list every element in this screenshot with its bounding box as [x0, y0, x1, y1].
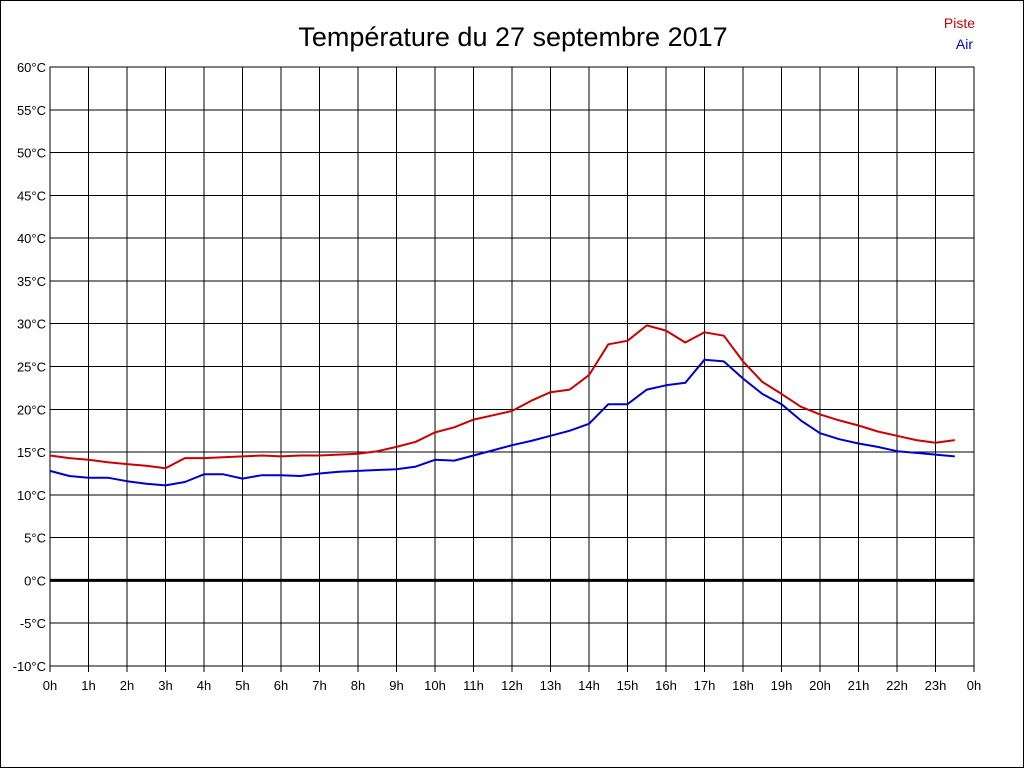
- series-lines: [49, 324, 955, 487]
- x-tick-label: 15h: [617, 678, 639, 693]
- y-tick-label: 50°C: [17, 146, 46, 161]
- x-tick-label: 5h: [235, 678, 249, 693]
- y-tick-label: 30°C: [17, 317, 46, 332]
- series-line-air: [49, 358, 955, 487]
- x-tick-label: 9h: [389, 678, 403, 693]
- x-tick-label: 21h: [848, 678, 870, 693]
- x-tick-label: 17h: [694, 678, 716, 693]
- grid: [49, 66, 975, 667]
- y-tick-label: -10°C: [13, 659, 46, 674]
- x-tick-label: 19h: [771, 678, 793, 693]
- y-tick-label: 15°C: [17, 445, 46, 460]
- x-tick-label: 3h: [158, 678, 172, 693]
- y-tick-label: 40°C: [17, 231, 46, 246]
- x-tick-label: 23h: [925, 678, 947, 693]
- x-tick-label: 14h: [578, 678, 600, 693]
- y-tick-label: 35°C: [17, 274, 46, 289]
- x-tick-label: 22h: [886, 678, 908, 693]
- x-tick-label: 18h: [732, 678, 754, 693]
- x-tick-label: 2h: [120, 678, 134, 693]
- chart-title: Température du 27 septembre 2017: [298, 22, 727, 52]
- x-tick-label: 0h: [967, 678, 981, 693]
- y-tick-label: 60°C: [17, 60, 46, 75]
- axes: 60°C 55°C 50°C 45°C 40°C 35°C 30°C 25°C 20°C 15°C…: [13, 60, 982, 693]
- y-tick-label: 45°C: [17, 188, 46, 203]
- y-tick-label: 25°C: [17, 360, 46, 375]
- x-tick-label: 6h: [274, 678, 288, 693]
- x-tick-label: 11h: [463, 678, 484, 693]
- plot-frame: [49, 66, 975, 667]
- x-tick-label: 20h: [809, 678, 831, 693]
- x-tick-label: 16h: [655, 678, 677, 693]
- x-tick-label: 0h: [43, 678, 57, 693]
- legend-air: Air: [956, 36, 973, 52]
- x-tick-label: 8h: [351, 678, 365, 693]
- x-tick-label: 10h: [424, 678, 446, 693]
- y-tick-label: 10°C: [17, 488, 46, 503]
- x-tick-label: 13h: [540, 678, 562, 693]
- x-tick-label: 1h: [81, 678, 95, 693]
- x-tick-label: 7h: [312, 678, 326, 693]
- x-tick-label: 12h: [501, 678, 523, 693]
- y-tick-label: 5°C: [24, 531, 46, 546]
- legend-piste: Piste: [944, 15, 975, 31]
- y-tick-label: -5°C: [20, 616, 46, 631]
- y-tick-label: 55°C: [17, 103, 46, 118]
- y-tick-label: 0°C: [24, 573, 46, 588]
- series-line-piste: [49, 324, 955, 470]
- x-tick-label: 4h: [197, 678, 211, 693]
- y-tick-label: 20°C: [17, 402, 46, 417]
